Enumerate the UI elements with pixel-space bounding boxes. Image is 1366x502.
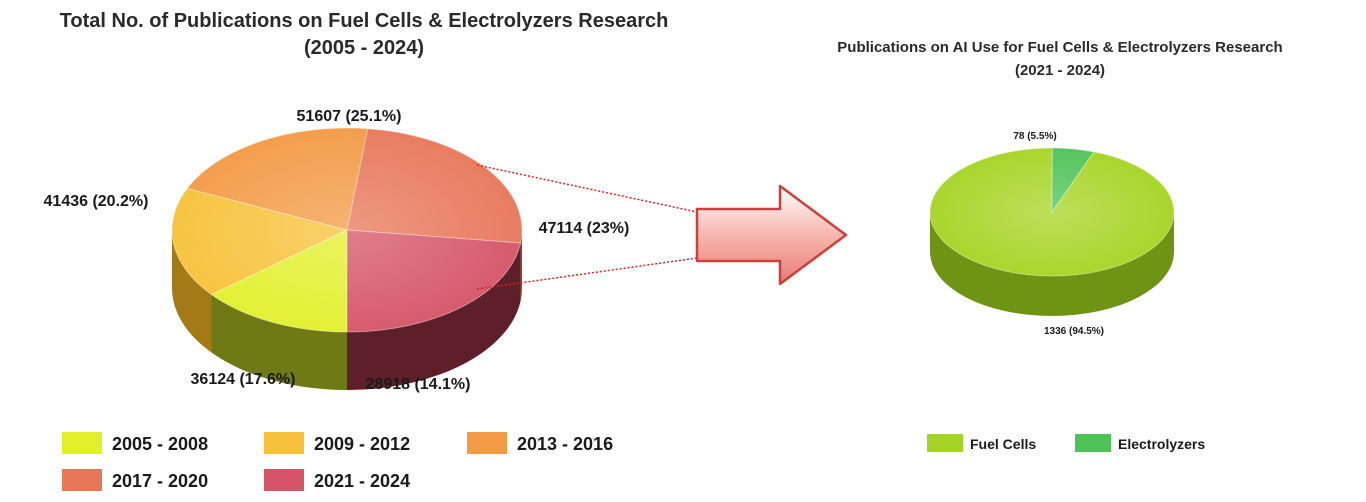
left-chart-legend: 2005 - 2008 2009 - 2012 2013 - 2016 2017 - … <box>62 432 613 491</box>
legend-label-2017-2020: 2017 - 2020 <box>112 471 208 491</box>
legend-swatch-2005-2008 <box>62 432 102 454</box>
right-chart-title: Publications on AI Use for Fuel Cells & … <box>837 39 1283 56</box>
left-chart-subtitle: (2005 - 2024) <box>303 37 425 59</box>
pie-side-2009-2012 <box>172 230 212 353</box>
legend-swatch-2021-2024 <box>264 469 304 491</box>
left-pie-chart: 28918 (14.1%) 36124 (17.6%) 41436 (20.2%) 5… <box>44 108 630 393</box>
left-chart-title: Total No. of Publications on Fuel Cells … <box>59 10 669 32</box>
legend-swatch-2017-2020 <box>62 469 102 491</box>
right-pie-chart: 1336 (94.5%) 78 (5.5%) <box>929 131 1175 337</box>
legend-label-2009-2012: 2009 - 2012 <box>314 434 410 454</box>
pie-top-highlight <box>172 128 522 332</box>
data-label-electrolyzers: 78 (5.5%) <box>1013 131 1056 142</box>
data-label-fuel-cells: 1336 (94.5%) <box>1044 326 1104 337</box>
legend-label-fuel-cells: Fuel Cells <box>970 436 1036 452</box>
connector-line-bottom <box>476 257 698 290</box>
right-arrow-icon <box>695 184 848 286</box>
right-chart-subtitle: (2021 - 2024) <box>1014 62 1106 79</box>
legend-swatch-fuel-cells <box>927 434 963 452</box>
legend-label-electrolyzers: Electrolyzers <box>1118 436 1205 452</box>
data-label-2013-2016: 41436 (20.2%) <box>44 193 149 210</box>
data-label-2021-2024: 47114 (23%) <box>539 220 630 237</box>
legend-label-2013-2016: 2013 - 2016 <box>517 434 613 454</box>
data-label-2009-2012: 36124 (17.6%) <box>191 371 296 388</box>
legend-swatch-2013-2016 <box>467 432 507 454</box>
data-label-2005-2008: 28918 (14.1%) <box>366 376 471 393</box>
zoom-connector-lines <box>476 164 698 290</box>
pie-side-fuel-cells <box>930 212 1174 316</box>
right-chart-legend: Fuel Cells Electrolyzers <box>927 434 1205 452</box>
connector-line-top <box>476 164 698 213</box>
pie-side-2005-2008 <box>211 294 347 390</box>
legend-label-2005-2008: 2005 - 2008 <box>112 434 208 454</box>
legend-swatch-2009-2012 <box>264 432 304 454</box>
legend-swatch-electrolyzers <box>1075 434 1111 452</box>
legend-label-2021-2024: 2021 - 2024 <box>314 471 410 491</box>
pie-side-2021-2024 <box>347 243 521 390</box>
data-label-2017-2020: 51607 (25.1%) <box>297 108 402 125</box>
pie-top-highlight <box>930 148 1174 276</box>
